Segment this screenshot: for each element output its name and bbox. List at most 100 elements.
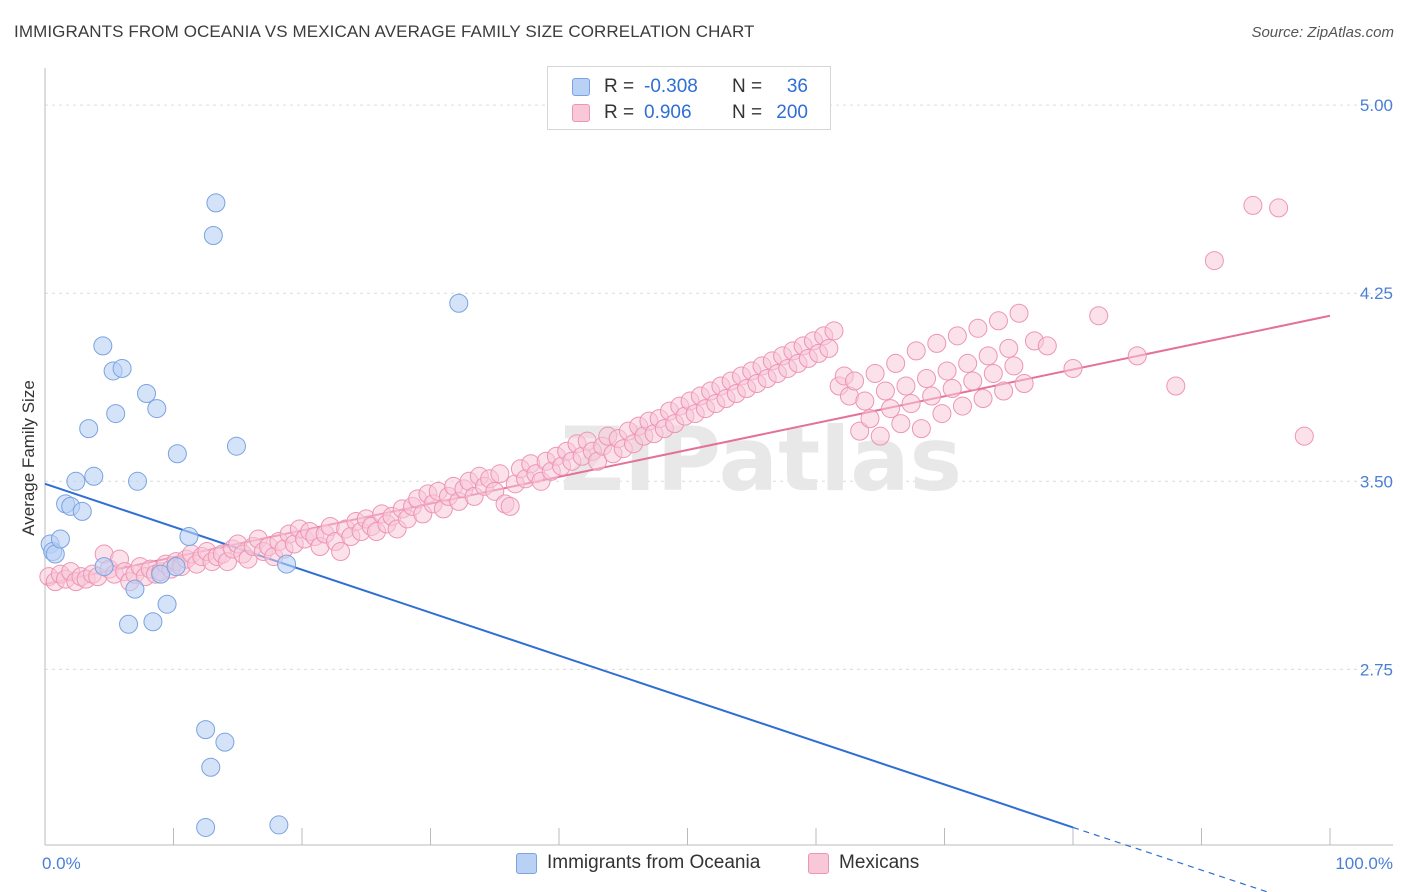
oceania-point	[66, 471, 86, 491]
mexicans-point	[331, 542, 351, 562]
oceania-point	[277, 554, 297, 574]
bottom-legend-oceania[interactable]: Immigrants from Oceania	[516, 852, 760, 874]
mexicans-point	[850, 421, 870, 441]
series-oceania	[40, 193, 469, 837]
oceania-point	[125, 579, 145, 599]
tick-labels: 2.75 3.50 4.25 5.00 0.0% 100.0%	[42, 96, 1393, 873]
legend-row-oceania: R = -0.308 N = 36	[572, 75, 808, 99]
legend: R = -0.308 N = 36 R = 0.906 N = 200	[547, 66, 831, 130]
oceania-point	[79, 419, 99, 439]
y-tick-label: 3.50	[1360, 472, 1393, 491]
mexicans-point	[958, 353, 978, 373]
mexicans-point	[994, 381, 1014, 401]
mexicans-point	[875, 381, 895, 401]
oceania-trendline-extension	[1072, 826, 1270, 892]
legend-n-label: N =	[732, 102, 763, 123]
mexicans-point	[824, 321, 844, 341]
legend-n-value: 36	[786, 76, 808, 97]
mexicans-point	[891, 414, 911, 434]
y-tick-label: 2.75	[1360, 660, 1393, 679]
y-tick-label: 5.00	[1360, 96, 1393, 115]
oceania-point	[269, 815, 289, 835]
mexicans-point	[952, 396, 972, 416]
oceania-point	[196, 817, 216, 837]
oceania-point	[196, 720, 216, 740]
mexicans-point	[860, 409, 880, 429]
mexicans-point	[1009, 303, 1029, 323]
oceania-point	[449, 293, 469, 313]
legend-n-value: 200	[776, 102, 808, 123]
mexicans-point	[983, 363, 1003, 383]
mexicans-point	[901, 394, 921, 414]
mexicans-point	[855, 391, 875, 411]
mexicans-point	[881, 399, 901, 419]
oceania-point	[203, 226, 223, 246]
mexicans-point	[978, 346, 998, 366]
mexicans-point	[1063, 358, 1083, 378]
mexicans-point	[1089, 306, 1109, 326]
oceania-point	[119, 614, 139, 634]
oceania-point	[137, 384, 157, 404]
oceania-point	[128, 471, 148, 491]
bottom-legend-label: Mexicans	[839, 852, 920, 873]
oceania-point	[179, 526, 199, 546]
mexicans-point	[865, 363, 885, 383]
oceania-point	[166, 557, 186, 577]
oceania-point	[84, 466, 104, 486]
oceania-point	[106, 404, 126, 424]
oceania-point	[94, 557, 114, 577]
mexicans-point	[999, 338, 1019, 358]
x-tick-label: 100.0%	[1335, 854, 1393, 873]
mexicans-point	[1204, 251, 1224, 271]
bottom-legend-label: Immigrants from Oceania	[547, 852, 761, 873]
source-label: Source: ZipAtlas.com	[1251, 24, 1394, 41]
chart-title: IMMIGRANTS FROM OCEANIA VS MEXICAN AVERA…	[14, 22, 755, 41]
oceania-point	[151, 564, 171, 584]
oceania-point	[215, 732, 235, 752]
legend-r-label: R =	[604, 76, 635, 97]
mexicans-point	[1269, 198, 1289, 218]
mexicans-point	[963, 371, 983, 391]
oceania-point	[93, 336, 113, 356]
y-axis-label: Average Family Size	[19, 380, 38, 536]
legend-swatch-pink	[808, 852, 829, 874]
mexicans-point	[973, 389, 993, 409]
oceania-point	[226, 436, 246, 456]
mexicans-point	[937, 361, 957, 381]
mexicans-point	[490, 464, 510, 484]
mexicans-point	[922, 386, 942, 406]
mexicans-point	[485, 481, 505, 501]
mexicans-point	[942, 379, 962, 399]
legend-swatch-blue	[572, 78, 590, 96]
oceania-point	[143, 612, 163, 632]
mexicans-point	[1037, 336, 1057, 356]
legend-r-label: R =	[604, 102, 635, 123]
oceania-point	[50, 529, 70, 549]
mexicans-point	[906, 341, 926, 361]
mexicans-point	[1004, 356, 1024, 376]
mexicans-point	[1294, 426, 1314, 446]
oceania-point	[201, 757, 221, 777]
mexicans-point	[1014, 373, 1034, 393]
mexicans-point	[947, 326, 967, 346]
bottom-legend-mexicans[interactable]: Mexicans	[808, 852, 919, 874]
mexicans-point	[1127, 346, 1147, 366]
legend-r-value: 0.906	[644, 102, 692, 123]
mexicans-point	[896, 376, 916, 396]
mexicans-point	[1166, 376, 1186, 396]
mexicans-point	[819, 338, 839, 358]
series-mexicans	[39, 195, 1314, 592]
mexicans-point	[870, 426, 890, 446]
mexicans-point	[911, 419, 931, 439]
mexicans-point	[968, 318, 988, 338]
oceania-point	[72, 501, 92, 521]
oceania-point	[157, 594, 177, 614]
mexicans-point	[927, 333, 947, 353]
legend-swatch-pink	[572, 104, 590, 122]
oceania-point	[167, 444, 187, 464]
legend-r-value: -0.308	[644, 76, 698, 97]
mexicans-point	[500, 496, 520, 516]
y-tick-label: 4.25	[1360, 284, 1393, 303]
mexicans-point	[932, 404, 952, 424]
legend-row-mexicans: R = 0.906 N = 200	[572, 101, 808, 125]
